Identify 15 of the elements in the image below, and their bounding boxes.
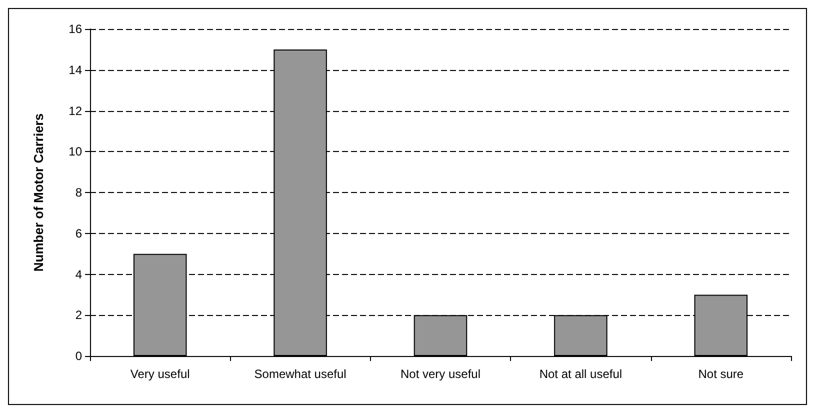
y-tick-label: 8: [75, 186, 82, 200]
y-tick-label: 4: [75, 267, 82, 282]
y-tick-label: 2: [75, 308, 82, 322]
y-axis-title: Number of Motor Carriers: [31, 113, 46, 272]
y-tick-label: 12: [68, 104, 82, 118]
x-tick-label: Somewhat useful: [254, 367, 346, 381]
x-tick-label: Very useful: [130, 367, 190, 381]
x-tick-label: Not sure: [698, 367, 744, 381]
y-tick-label: 14: [68, 62, 82, 77]
x-tick-label: Not at all useful: [539, 367, 622, 381]
y-tick-label: 10: [68, 144, 82, 159]
x-tick-label: Not very useful: [400, 367, 481, 381]
y-tick-label: 0: [75, 349, 82, 363]
y-tick-label: 16: [68, 22, 82, 36]
y-tick-label: 6: [75, 226, 82, 240]
